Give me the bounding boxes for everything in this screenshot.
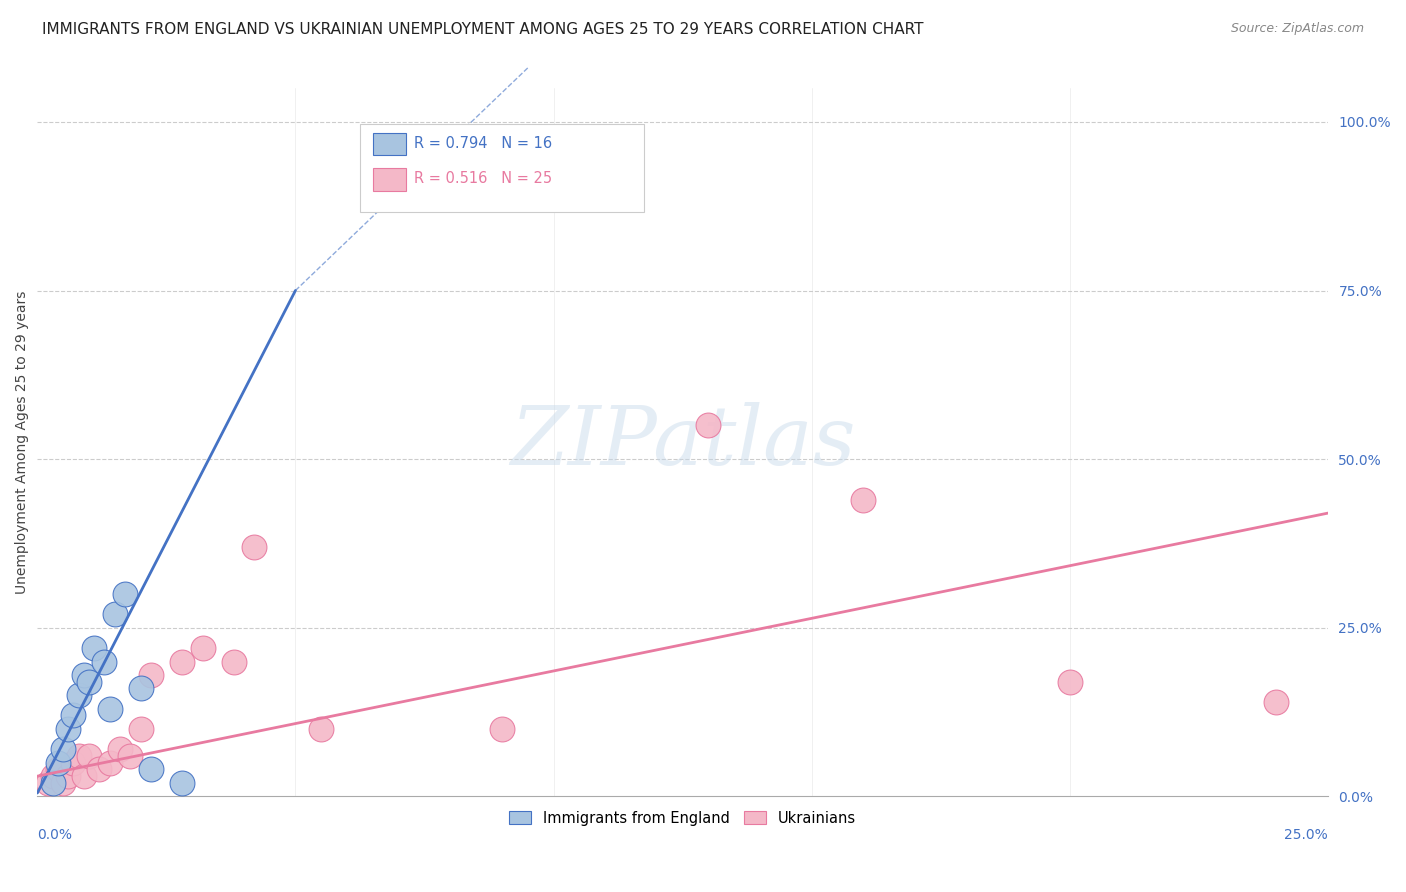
Text: R = 0.516   N = 25: R = 0.516 N = 25 [415,171,553,186]
Point [73,769,96,783]
FancyBboxPatch shape [373,133,406,155]
Point [491,722,513,736]
Point [309,722,332,736]
Point [139,763,162,777]
Point [222,655,245,669]
Point [104,607,127,622]
Point [77,748,100,763]
Point [129,681,152,696]
Point [73,668,96,682]
Text: IMMIGRANTS FROM ENGLAND VS UKRAINIAN UNEMPLOYMENT AMONG AGES 25 TO 29 YEARS CORR: IMMIGRANTS FROM ENGLAND VS UKRAINIAN UNE… [42,22,924,37]
Point [114,587,136,601]
Point [46,756,69,770]
Point [129,722,152,736]
Point [139,668,162,682]
Point [37,776,59,790]
Point [42,769,65,783]
Point [191,640,214,655]
Point [89,763,111,777]
Point [170,655,193,669]
Legend: Immigrants from England, Ukrainians: Immigrants from England, Ukrainians [503,805,862,831]
Point [58,769,80,783]
FancyBboxPatch shape [373,169,406,191]
Point [67,688,90,702]
Point [62,756,84,770]
Point [98,702,121,716]
Text: 25.0%: 25.0% [1284,829,1327,842]
Point [77,674,100,689]
Point [243,540,266,554]
Text: 0.0%: 0.0% [38,829,72,842]
Point [697,418,720,433]
Point [83,640,105,655]
Point [52,776,75,790]
Point [98,756,121,770]
Point [52,742,75,756]
Point [58,722,80,736]
Text: R = 0.794   N = 16: R = 0.794 N = 16 [415,136,553,151]
Text: ZIPatlas: ZIPatlas [510,402,855,483]
Point [62,708,84,723]
Point [1059,674,1081,689]
Point [93,655,115,669]
Point [120,748,142,763]
Point [42,776,65,790]
Point [108,742,131,756]
FancyBboxPatch shape [360,124,644,212]
Point [170,776,193,790]
Point [852,492,875,507]
Point [1265,695,1288,709]
Y-axis label: Unemployment Among Ages 25 to 29 years: Unemployment Among Ages 25 to 29 years [15,291,30,594]
Point [67,748,90,763]
Point [46,763,69,777]
Text: Source: ZipAtlas.com: Source: ZipAtlas.com [1230,22,1364,36]
